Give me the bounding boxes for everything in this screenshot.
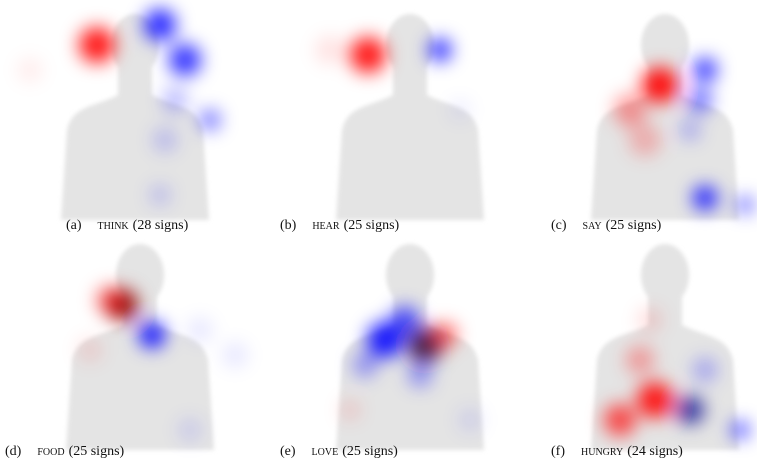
caption-word: hear [312, 218, 340, 233]
caption-label: (c) [551, 218, 567, 233]
caption-label: (e) [280, 444, 296, 459]
caption: (c) say (25 signs) [551, 218, 662, 233]
caption-word: food [37, 444, 64, 459]
panel-c [591, 14, 753, 220]
caption-count: (25 signs) [342, 444, 398, 459]
caption-count: (28 signs) [133, 218, 189, 233]
caption-word: hungry [581, 444, 623, 459]
caption-count: (25 signs) [69, 444, 125, 459]
caption-label: (a) [66, 218, 82, 233]
caption: (b) hear (25 signs) [280, 218, 400, 233]
panel-f [591, 244, 748, 450]
caption-word: say [583, 218, 602, 233]
figure: (a) think(28 signs) (b) hear (25 signs) (c)… [0, 0, 757, 462]
caption-count: (25 signs) [606, 218, 662, 233]
caption: (f) hungry (24 signs) [551, 444, 683, 459]
panel-b [316, 14, 484, 220]
panel-d [66, 244, 247, 450]
caption-word: love [312, 444, 339, 459]
caption-label: (d) [5, 444, 22, 459]
panel-e [336, 244, 484, 450]
caption: (d) food (25 signs) [5, 444, 125, 459]
panel-a [18, 9, 220, 220]
caption-label: (f) [551, 444, 565, 459]
caption-count: (25 signs) [344, 218, 400, 233]
caption: (a) think(28 signs) [66, 218, 189, 233]
caption-word: think [98, 218, 130, 233]
caption-count: (24 signs) [627, 444, 683, 459]
caption-label: (b) [280, 218, 297, 233]
